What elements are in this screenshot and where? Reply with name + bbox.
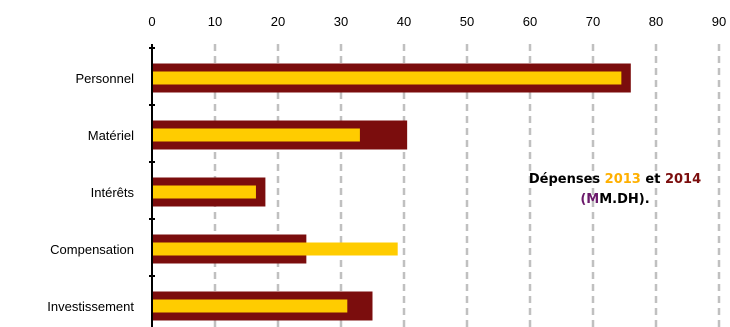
category-label: Compensation — [50, 242, 134, 257]
annotation-unit-m: M — [586, 192, 600, 207]
y-axis — [149, 44, 155, 327]
x-tick-labels: 0 10 20 30 40 50 60 70 80 90 — [148, 14, 726, 29]
x-tick-label: 60 — [523, 14, 537, 29]
x-tick-label: 20 — [271, 14, 285, 29]
x-tick-label: 0 — [148, 14, 155, 29]
x-tick-label: 70 — [586, 14, 600, 29]
annotation-year-2014: 2014 — [664, 172, 702, 187]
x-tick-label: 50 — [460, 14, 474, 29]
bar-2013 — [152, 128, 360, 142]
annotation-unit-rest: M.DH). — [599, 192, 650, 207]
annotation-separator: et — [645, 172, 661, 187]
x-tick-label: 80 — [649, 14, 663, 29]
category-labels: Personnel Matériel Intérêts Compensation Inv… — [47, 71, 134, 314]
annotation-paren: ( — [580, 192, 587, 207]
bar-2013 — [152, 71, 622, 85]
bar-2013 — [152, 299, 348, 313]
bar-2013 — [152, 242, 398, 256]
category-label: Personnel — [75, 71, 134, 86]
annotation-line-2: (MM.DH). — [500, 190, 730, 210]
bar-series — [152, 63, 631, 321]
x-tick-label: 10 — [208, 14, 222, 29]
x-tick-label: 30 — [334, 14, 348, 29]
annotation-line-1: Dépenses 2013 et 2014 — [500, 170, 730, 190]
annotation-prefix: Dépenses — [528, 172, 601, 187]
category-label: Investissement — [47, 299, 134, 314]
x-tick-label: 90 — [712, 14, 726, 29]
annotation-year-2013: 2013 — [604, 172, 641, 187]
category-label: Matériel — [88, 128, 134, 143]
bar-2013 — [152, 185, 256, 199]
category-label: Intérêts — [91, 185, 135, 200]
x-tick-label: 40 — [397, 14, 411, 29]
chart-annotation: Dépenses 2013 et 2014 (MM.DH). — [500, 170, 730, 210]
